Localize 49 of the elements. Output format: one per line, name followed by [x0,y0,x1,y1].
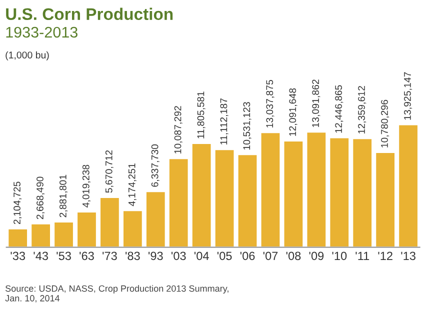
bar [214,148,236,248]
data-label: 2,104,725 [14,182,22,224]
data-label: 4,174,251 [128,164,136,206]
bar [191,142,212,248]
x-tick-label: '33 [10,252,26,260]
data-label: 10,531,123 [243,102,252,150]
x-tick-label: '11 [356,252,370,260]
bar [145,190,166,248]
bar [260,132,282,248]
data-label: 11,805,581 [197,92,206,138]
data-label: 13,091,862 [312,80,320,128]
x-tick-label: '43 [34,252,48,260]
bar [168,158,190,248]
x-tick-label: '08 [286,252,301,260]
data-label: 5,670,712 [105,150,114,193]
data-label: 12,091,648 [289,88,298,136]
x-tick-label: '53 [56,252,71,260]
bar [306,131,327,248]
data-label: 2,668,490 [36,176,45,220]
data-label: 12,359,612 [358,86,366,134]
x-tick-label: '93 [148,252,163,260]
x-tick-label: '10 [332,252,347,260]
x-tick-label: '05 [217,252,232,260]
x-tick-label: '13 [401,252,416,260]
x-tick-label: '73 [102,252,117,260]
x-tick-label: '63 [80,252,94,260]
x-tick-label: '07 [263,252,278,260]
x-tick-label: '83 [126,252,140,260]
bar [282,140,304,248]
bar [328,136,350,248]
text: (1,000 bu) [6,51,49,60]
data-label: 13,037,875 [266,80,274,128]
chart-title: U.S. Corn Production [6,8,173,20]
x-tick-label: '06 [240,252,255,260]
source-note: Source: USDA, NASS, Crop Production 2013 Summary, Jan. 10, 2014 [5,285,228,303]
x-tick-label: '09 [309,252,324,260]
data-label: 10,087,292 [174,106,182,154]
data-label: 11,112,187 [220,98,228,144]
x-tick-label: '04 [194,252,209,260]
data-label: 2,881,801 [60,174,68,218]
chart-subtitle: 1933-2013 [6,26,78,38]
data-label: 10,780,296 [381,100,390,148]
data-label: 13,925,147 [404,72,412,120]
bar [236,154,258,248]
x-tick-label: '12 [378,252,392,260]
data-label: 4,019,238 [82,164,90,208]
data-label: 12,446,865 [335,85,344,133]
data-label: 6,337,730 [151,144,160,187]
x-tick-label: '03 [172,252,186,260]
